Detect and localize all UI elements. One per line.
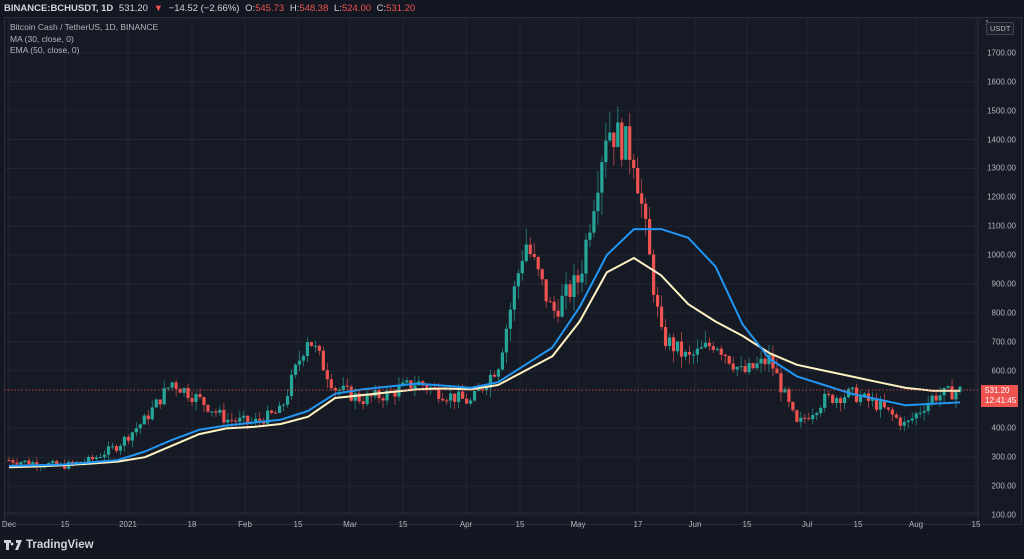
price-tick: 1100.00 bbox=[987, 221, 1016, 231]
high-label: H: bbox=[289, 3, 300, 14]
close-label: C: bbox=[376, 3, 387, 14]
legend-ma[interactable]: MA (30, close, 0) bbox=[10, 33, 74, 44]
price-tick: 400.00 bbox=[991, 423, 1016, 433]
time-tick: Feb bbox=[238, 520, 252, 529]
time-tick: 15 bbox=[971, 520, 981, 529]
current-price-tag: 531.20 12:41:45 bbox=[981, 385, 1018, 407]
symbol-header: BINANCE:BCHUSDT, 1D 531.20 ▼ −14.52 (−2.… bbox=[0, 0, 1024, 17]
legend-ema[interactable]: EMA (50, close, 0) bbox=[10, 45, 80, 55]
ma-line bbox=[8, 228, 961, 467]
time-tick: 15 bbox=[853, 520, 863, 529]
symbol-name[interactable]: BINANCE:BCHUSDT, 1D bbox=[4, 3, 114, 14]
time-tick: 17 bbox=[633, 520, 643, 529]
close-value: 531.20 bbox=[386, 3, 416, 14]
high-value: 548.38 bbox=[299, 3, 329, 14]
price-tick: 1200.00 bbox=[987, 192, 1016, 202]
price-tick: 200.00 bbox=[991, 481, 1016, 491]
time-tick: 18 bbox=[187, 520, 197, 529]
price-tick: 1500.00 bbox=[987, 106, 1016, 116]
chart-grid bbox=[4, 17, 978, 516]
price-change: −14.52 (−2.66%) bbox=[168, 3, 240, 14]
open-label: O: bbox=[245, 3, 256, 14]
time-tick: Dec bbox=[1, 520, 17, 529]
time-tick: 2021 bbox=[119, 520, 137, 529]
bar-countdown: 12:41:45 bbox=[985, 396, 1017, 405]
low-label: L: bbox=[334, 3, 342, 14]
footer bbox=[0, 533, 1024, 559]
time-tick: 15 bbox=[398, 520, 408, 529]
current-price: 531.20 bbox=[985, 386, 1010, 395]
low-value: 524.00 bbox=[341, 3, 372, 14]
price-tick: 700.00 bbox=[991, 337, 1016, 347]
time-tick: 15 bbox=[742, 520, 752, 529]
price-tick: 800.00 bbox=[991, 308, 1016, 318]
price-tick: 1400.00 bbox=[987, 135, 1016, 145]
candlestick-series bbox=[7, 106, 962, 472]
legend-title[interactable]: Bitcoin Cash / TetherUS, 1D, BINANCE bbox=[10, 22, 159, 32]
time-tick: 15 bbox=[515, 520, 525, 529]
price-tick: 1300.00 bbox=[987, 163, 1016, 173]
price-tick: 1000.00 bbox=[987, 250, 1016, 260]
price-tick: 600.00 bbox=[991, 366, 1016, 376]
time-tick: May bbox=[570, 520, 586, 529]
chart-legend: Bitcoin Cash / TetherUS, 1D, BINANCE MA … bbox=[10, 22, 158, 57]
tradingview-logo-icon bbox=[4, 540, 22, 550]
time-tick: Apr bbox=[459, 520, 473, 529]
logo-text: TradingView bbox=[26, 539, 94, 551]
price-chart[interactable] bbox=[0, 0, 1024, 533]
price-tick: 100.00 bbox=[991, 510, 1016, 520]
time-tick: Mar bbox=[343, 520, 357, 529]
time-tick: Jun bbox=[688, 520, 702, 529]
time-tick: Jul bbox=[801, 520, 813, 529]
currency-button[interactable]: USDT bbox=[986, 22, 1015, 35]
open-value: 545.73 bbox=[255, 3, 285, 14]
triangle-down-icon: ▼ bbox=[153, 3, 164, 14]
last-price: 531.20 bbox=[118, 3, 148, 14]
time-tick: Aug bbox=[908, 520, 924, 529]
ema-line bbox=[8, 257, 960, 469]
price-tick: 1600.00 bbox=[987, 77, 1016, 87]
tradingview-logo[interactable]: TradingView bbox=[4, 539, 94, 551]
time-tick: 15 bbox=[293, 520, 303, 529]
price-tick: 900.00 bbox=[991, 279, 1016, 289]
price-tick: 300.00 bbox=[991, 452, 1016, 462]
price-tick: 1700.00 bbox=[987, 48, 1016, 58]
time-tick: 15 bbox=[60, 520, 70, 529]
